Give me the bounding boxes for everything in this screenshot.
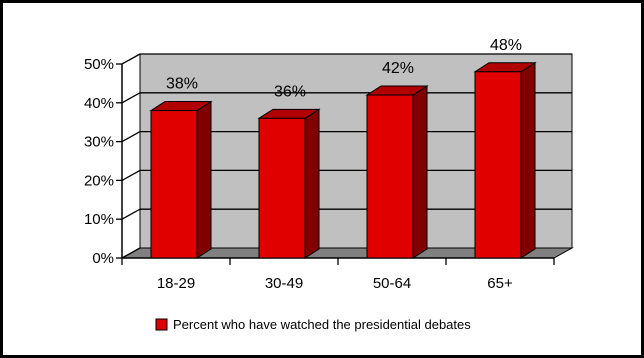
bar-50-64 — [365, 85, 429, 259]
y-tick-label: 10% — [84, 211, 114, 228]
x-tick-label: 50-64 — [373, 275, 411, 292]
bar-18-29 — [149, 100, 213, 259]
y-tick-label: 40% — [84, 95, 114, 112]
bar-side — [520, 61, 536, 259]
data-label: 48% — [490, 37, 522, 54]
y-tick-label: 0% — [92, 250, 114, 267]
y-tick-labels: 0% 10% 20% 30% 40% 50% — [84, 56, 114, 267]
data-label: 38% — [166, 76, 198, 93]
legend-label: Percent who have watched the presidentia… — [173, 317, 471, 332]
gridline-depth — [121, 92, 141, 104]
bar-front — [150, 110, 198, 259]
data-label: 42% — [382, 60, 414, 77]
gridline-depth — [121, 208, 141, 220]
data-labels: 38% 36% 42% 48% — [166, 37, 522, 101]
x-tick-label: 30-49 — [265, 275, 303, 292]
y-tick-label: 20% — [84, 172, 114, 189]
bar-side — [304, 108, 320, 259]
bar-side — [412, 85, 428, 259]
x-tick-label: 18-29 — [157, 275, 195, 292]
x-tick-label: 65+ — [487, 275, 513, 292]
legend-swatch — [155, 318, 168, 331]
bar-front — [366, 94, 414, 259]
bar-front — [474, 71, 522, 259]
legend: Percent who have watched the presidentia… — [155, 317, 471, 332]
bar-side — [196, 100, 212, 259]
bar-65+ — [473, 61, 537, 259]
x-tick-labels: 18-29 30-49 50-64 65+ — [157, 275, 513, 292]
gridline-depth — [121, 131, 141, 143]
bar-30-49 — [257, 108, 321, 259]
data-label: 36% — [274, 83, 306, 100]
bar-front — [258, 117, 306, 259]
y-tick-label: 30% — [84, 134, 114, 151]
gridline-depth — [121, 53, 141, 65]
gridline-depth — [121, 247, 141, 259]
gridline-depth — [121, 169, 141, 181]
bars — [149, 61, 537, 259]
y-tick-label: 50% — [84, 56, 114, 73]
